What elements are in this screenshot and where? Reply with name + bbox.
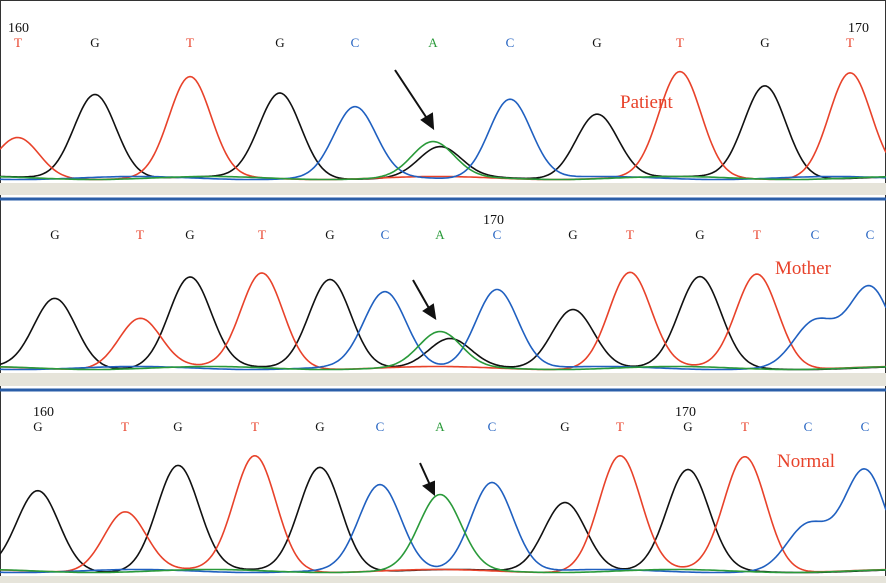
base-call: A [435, 419, 445, 434]
base-call: T [121, 419, 129, 434]
base-call: G [760, 35, 769, 50]
base-call: G [50, 227, 59, 242]
base-call: G [315, 419, 324, 434]
panel-label: Mother [775, 258, 832, 279]
chromatogram-figure: Patient160170TGTGCACGTGTMother170GTGTGCA… [0, 0, 886, 583]
panel-bar [0, 183, 886, 195]
base-call: T [676, 35, 684, 50]
position-number: 170 [483, 213, 504, 228]
base-call: G [325, 227, 334, 242]
base-call: G [568, 227, 577, 242]
base-call: C [376, 419, 385, 434]
base-call: G [695, 227, 704, 242]
base-call: T [186, 35, 194, 50]
base-call: G [90, 35, 99, 50]
base-call: G [185, 227, 194, 242]
base-call: G [683, 419, 692, 434]
base-call: G [560, 419, 569, 434]
panel-label: Normal [777, 451, 835, 472]
base-call: C [811, 227, 820, 242]
base-call: C [488, 419, 497, 434]
position-number: 170 [848, 21, 869, 36]
base-call: T [251, 419, 259, 434]
base-call: G [33, 419, 42, 434]
base-call: T [626, 227, 634, 242]
base-call: T [846, 35, 854, 50]
base-call: G [592, 35, 601, 50]
base-call: T [14, 35, 22, 50]
base-call: T [753, 227, 761, 242]
position-number: 160 [33, 405, 54, 420]
base-call: C [866, 227, 875, 242]
base-call: C [351, 35, 360, 50]
base-call: C [506, 35, 515, 50]
base-call: T [258, 227, 266, 242]
position-number: 160 [8, 21, 29, 36]
base-call: G [173, 419, 182, 434]
base-call: C [493, 227, 502, 242]
position-number: 170 [675, 405, 696, 420]
panel-bar [0, 373, 886, 386]
base-call: C [804, 419, 813, 434]
base-call: C [861, 419, 870, 434]
base-call: A [435, 227, 445, 242]
base-call: C [381, 227, 390, 242]
base-call: T [616, 419, 624, 434]
base-call: A [428, 35, 438, 50]
base-call: T [136, 227, 144, 242]
panel-bar [0, 576, 886, 583]
base-call: T [741, 419, 749, 434]
base-call: G [275, 35, 284, 50]
